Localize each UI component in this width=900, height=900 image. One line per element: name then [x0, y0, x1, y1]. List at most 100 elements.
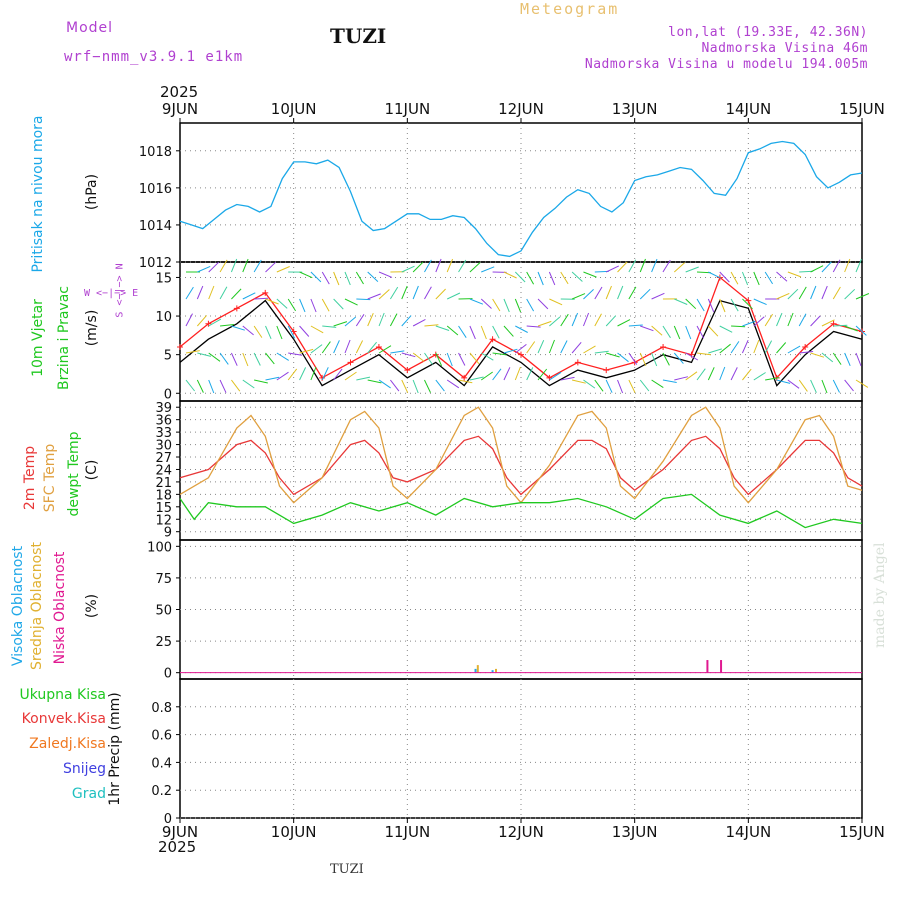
wind-barb: [355, 271, 364, 285]
bottom-day-label: 13JUN: [612, 823, 658, 841]
cloud-bar: [720, 660, 723, 673]
wind-barb: [196, 285, 204, 300]
wind-barb: [810, 285, 817, 300]
wind-barb: [707, 298, 715, 313]
wind-barb: [719, 271, 730, 283]
wind-barb: [708, 271, 722, 279]
footer-station: TUZI: [330, 862, 364, 877]
wind-barb: [855, 258, 862, 273]
bottom-day-label: 14JUN: [725, 823, 771, 841]
wind-barb: [696, 352, 711, 356]
wind-barb: [265, 376, 280, 381]
wind-barb: [253, 352, 261, 366]
wind-barb: [821, 379, 828, 394]
wind-barb: [651, 292, 665, 300]
wind-barb: [401, 265, 415, 273]
wind-barb: [628, 286, 637, 300]
wind-barb: [719, 343, 731, 354]
top-day-label: 14JUN: [725, 100, 771, 118]
wind-barb: [220, 324, 235, 327]
elevation-info: Nadmorska Visina 46m: [701, 41, 868, 56]
wind-barb: [787, 312, 794, 327]
cloud-ytick-label: 75: [155, 572, 172, 587]
cloud-bar: [474, 668, 477, 673]
wind-barb: [594, 379, 604, 392]
wind-barb: [515, 344, 527, 354]
wind-barb: [594, 286, 603, 300]
wind-barb: [855, 352, 862, 367]
wind-barb: [753, 316, 765, 327]
wind-barb: [389, 286, 399, 300]
wind-barb: [628, 324, 643, 327]
wind-barb: [310, 366, 317, 381]
wind-barb: [776, 379, 791, 384]
wind-barb: [435, 379, 445, 392]
wind-barb: [424, 379, 431, 393]
wind-barb: [730, 367, 738, 381]
wind-barb: [628, 259, 637, 273]
wind-barb: [526, 271, 535, 285]
temperature-ytick-label: 33: [155, 426, 172, 441]
wind-barb: [435, 352, 443, 367]
wind-barb: [821, 319, 835, 327]
wind-barb: [821, 261, 832, 273]
bottom-year: 2025: [158, 838, 197, 856]
series-line-2m-temp: [179, 435, 863, 496]
wind-barb: [322, 325, 337, 328]
model-elevation-info: Nadmorska Visina u modelu 194.005m: [584, 57, 868, 72]
wind-barb: [378, 289, 390, 300]
wind-barb: [276, 325, 283, 340]
wind-barb: [344, 271, 351, 286]
wind-barb: [458, 352, 466, 366]
gust-marker: [518, 351, 524, 358]
pressure-ytick-label: 1018: [139, 145, 172, 160]
wind-barb: [378, 312, 385, 327]
wind-ytick-label: 10: [155, 310, 172, 325]
wind-barb: [242, 352, 249, 367]
wind-barb: [821, 352, 834, 363]
wind-barb: [446, 379, 460, 389]
wind-barb: [674, 298, 688, 305]
wind-barb: [560, 340, 568, 354]
wind-barb: [265, 261, 276, 273]
wind-barb: [242, 379, 255, 389]
wind-barb: [832, 259, 841, 273]
wind-barb: [605, 315, 617, 327]
wind-barb: [299, 298, 306, 313]
wind-barb: [390, 350, 405, 354]
wind-barb: [480, 298, 492, 309]
wind-barb: [435, 288, 446, 300]
wind-barb: [333, 298, 344, 310]
gust-marker: [290, 328, 297, 335]
wind-barb: [651, 325, 663, 336]
wind-barb: [605, 265, 620, 273]
wind-barb: [765, 377, 780, 381]
wind-barb: [605, 285, 612, 300]
wind-barb: [617, 319, 631, 327]
wind-barb: [469, 298, 484, 305]
snow-label: Snijeg: [62, 761, 106, 777]
wind-barb: [514, 271, 526, 283]
wind-barb: [855, 379, 869, 388]
wind-barb: [219, 286, 228, 300]
temperature-ytick-label: 15: [155, 501, 172, 516]
wind-barb: [651, 352, 658, 367]
wind-barb: [344, 298, 358, 306]
cloud-bar: [494, 668, 497, 673]
wind-barb: [208, 261, 220, 273]
wind-barb: [333, 271, 340, 286]
wind-barb: [412, 261, 424, 273]
wind-barb: [253, 325, 263, 338]
wind-barb: [469, 325, 476, 340]
wind-barb: [583, 345, 596, 354]
wind-barb: [412, 379, 419, 394]
wind-barb: [208, 285, 215, 300]
wind-barb: [378, 345, 392, 354]
gust-marker: [432, 351, 439, 358]
wind-barb: [435, 258, 442, 273]
wind-barb: [242, 258, 249, 273]
wind-barb: [310, 271, 322, 283]
precip-ytick-label: 0: [164, 812, 172, 827]
lonlat-info: lon,lat (19.33E, 42.36N): [668, 25, 868, 40]
wind-barb: [185, 350, 200, 354]
